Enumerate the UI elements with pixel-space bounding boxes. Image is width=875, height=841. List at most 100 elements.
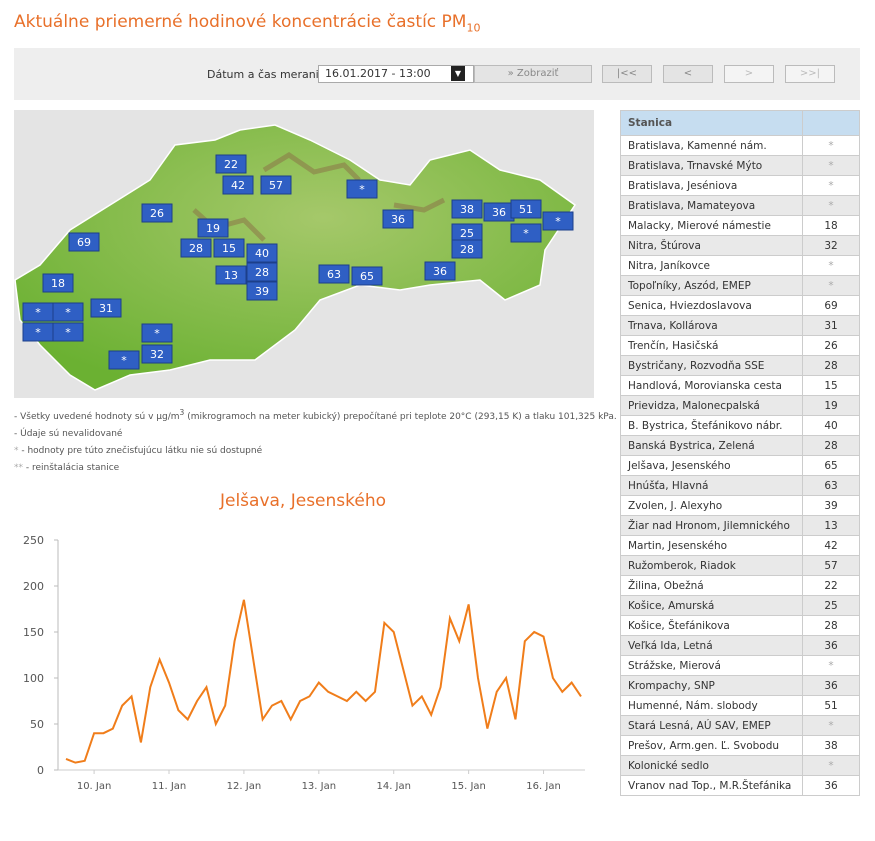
station-name: Martin, Jesenského [620,535,803,556]
show-button[interactable]: » Zobraziť [474,65,592,83]
table-row: B. Bystrica, Štefánikovo nábr. 40 [620,415,860,436]
marker-label: 18 [51,277,65,290]
title-text: Aktuálne priemerné hodinové koncentrácie… [14,12,467,32]
marker-label: * [35,326,41,339]
nav-first[interactable]: |<< [602,65,652,83]
marker-label: * [35,306,41,319]
marker-label: * [359,183,365,196]
table-row: Jelšava, Jesenského 65 [620,455,860,476]
station-value: * [802,755,860,776]
station-name: Hnúšťa, Hlavná [620,475,803,496]
marker-label: 36 [433,265,447,278]
station-name: Bystričany, Rozvodňa SSE [620,355,803,376]
station-value: * [802,155,860,176]
map: 22 42 57 * 26 36 38 36 51 * 19 25 * 69 28 15 40 28 28 13 63 6… [14,110,594,398]
station-marker [260,175,292,195]
station-name: Bratislava, Trnavské Mýto [620,155,803,176]
station-name: Banská Bystrica, Zelená [620,435,803,456]
notes: - Všetky uvedené hodnoty sú v µg/m3 (mik… [14,404,617,477]
station-marker [42,273,74,293]
station-name: Nitra, Janíkovce [620,255,803,276]
marker-label: 36 [492,206,506,219]
station-name: Malacky, Mierové námestie [620,215,803,236]
station-value: 63 [802,475,860,496]
table-header: Stanica [620,110,860,136]
markers: 22 42 57 * 26 36 38 36 51 * 19 25 * 69 28 15 40 28 28 13 63 6… [22,154,574,370]
table-row: Nitra, Janíkovce * [620,255,860,276]
station-name: Kolonické sedlo [620,755,803,776]
station-name: Bratislava, Mamateyova [620,195,803,216]
station-name: Ružomberok, Riadok [620,555,803,576]
station-marker [451,239,483,259]
station-marker [215,154,247,174]
table-row: Trenčín, Hasičská 26 [620,335,860,356]
table-row: Košice, Amurská 25 [620,595,860,616]
station-value: * [802,275,860,296]
station-value: 31 [802,315,860,336]
star-text: - hodnoty pre túto znečisťujúcu látku ni… [18,446,263,456]
marker-label: 69 [77,236,91,249]
table-row: Prešov, Arm.gen. Ľ. Svobodu 38 [620,735,860,756]
station-value: 51 [802,695,860,716]
station-value: 28 [802,615,860,636]
marker-label: 36 [391,213,405,226]
note-dstar: ** - reinštalácia stanice [14,460,617,477]
station-marker [510,223,542,243]
nav-last[interactable]: >>| [785,65,835,83]
station-marker [246,281,278,301]
station-value: 69 [802,295,860,316]
date-select[interactable]: 16.01.2017 - 13:00 [318,65,474,83]
nav-next[interactable]: > [724,65,774,83]
marker-label: 19 [206,222,220,235]
marker-label: * [65,306,71,319]
station-marker [52,302,84,322]
table-row: Strážske, Mierová * [620,655,860,676]
title-sub: 10 [466,21,481,35]
marker-label: * [523,227,529,240]
station-name: Bratislava, Kamenné nám. [620,135,803,156]
table-row: Trnava, Kollárova 31 [620,315,860,336]
station-marker [141,203,173,223]
nav-prev[interactable]: < [663,65,713,83]
station-name: Bratislava, Jeséniova [620,175,803,196]
table-row: Kolonické sedlo * [620,755,860,776]
station-name: B. Bystrica, Štefánikovo nábr. [620,415,803,436]
marker-label: 22 [224,158,238,171]
station-value: * [802,135,860,156]
station-value: 18 [802,215,860,236]
table-row: Žilina, Obežná 22 [620,575,860,596]
table-row: Stará Lesná, AÚ SAV, EMEP * [620,715,860,736]
station-value: 19 [802,395,860,416]
station-name: Strážske, Mierová [620,655,803,676]
form-bar: Dátum a čas merania: 16.01.2017 - 13:00 … [14,48,860,100]
marker-label: 40 [255,247,269,260]
station-name: Prešov, Arm.gen. Ľ. Svobodu [620,735,803,756]
station-name: Žiar nad Hronom, Jilemnického [620,515,803,536]
table-row: Bratislava, Kamenné nám. * [620,135,860,156]
station-name: Topoľníky, Aszód, EMEP [620,275,803,296]
dstar: ** [14,463,23,473]
note-units-a: - Všetky uvedené hodnoty sú v µg/m [14,412,180,422]
station-value: 65 [802,455,860,476]
station-name: Zvolen, J. Alexyho [620,495,803,516]
x-tick-label: 13. Jan [302,781,337,792]
select-arrow[interactable]: ▼ [451,66,465,81]
marker-label: 32 [150,348,164,361]
note-unvalidated: - Údaje sú nevalidované [14,429,123,439]
marker-label: 15 [222,242,236,255]
table-row: Hnúšťa, Hlavná 63 [620,475,860,496]
station-marker [510,199,542,219]
station-value: 13 [802,515,860,536]
station-value: * [802,195,860,216]
station-marker [197,218,229,238]
station-name: Stará Lesná, AÚ SAV, EMEP [620,715,803,736]
station-value: 28 [802,435,860,456]
marker-label: 57 [269,179,283,192]
marker-label: 13 [224,269,238,282]
station-marker [542,211,574,231]
table-row: Prievidza, Malonecpalská 19 [620,395,860,416]
marker-label: * [65,326,71,339]
x-tick-label: 14. Jan [376,781,411,792]
station-marker [52,322,84,342]
station-marker [246,243,278,263]
